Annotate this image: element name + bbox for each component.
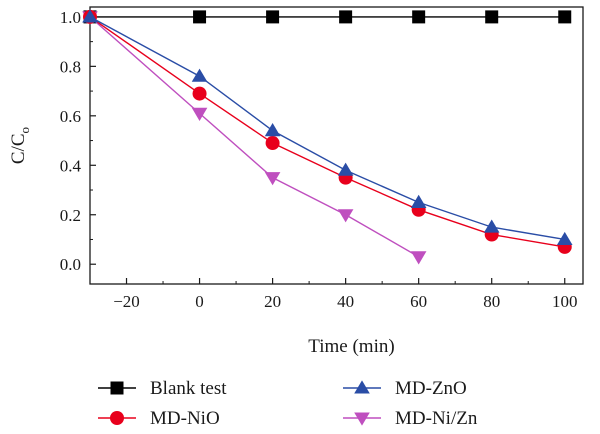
legend-marker — [110, 381, 124, 395]
x-tick-label: −20 — [113, 292, 140, 311]
data-point-blank-test — [485, 10, 499, 24]
y-tick-label: 0.6 — [60, 107, 81, 126]
legend-label: MD-ZnO — [395, 378, 467, 399]
y-axis-title: C/Co — [8, 127, 32, 164]
x-tick-label: 100 — [552, 292, 578, 311]
y-tick-label: 0.8 — [60, 57, 81, 76]
data-point-md-zno — [410, 194, 427, 208]
data-point-md-zno — [556, 231, 573, 246]
data-point-blank-test — [339, 10, 353, 24]
x-tick-label: 0 — [195, 292, 204, 311]
data-point-md-nio — [192, 86, 207, 101]
data-point-blank-test — [193, 10, 207, 24]
y-tick-label: 1.0 — [60, 8, 81, 27]
data-point-blank-test — [266, 10, 280, 24]
plot-frame — [89, 6, 584, 285]
legend-marker — [354, 380, 370, 394]
x-tick-label: 20 — [264, 292, 281, 311]
y-tick-label: 0.2 — [60, 206, 81, 225]
series-line-md-ni-zn — [89, 16, 420, 258]
data-point-blank-test — [558, 10, 572, 24]
data-point-md-zno — [483, 219, 500, 233]
legend-marker — [354, 412, 370, 426]
legend-label: Blank test — [150, 378, 227, 399]
data-point-md-ni-zn — [264, 172, 281, 186]
legend-item-md-nio: MD-NiO — [98, 408, 220, 429]
y-axis-title-main: C/C — [8, 133, 29, 164]
data-point-md-ni-zn — [410, 251, 427, 265]
plot-area: −20 0 20 40 60 80 100 0.0 0.2 0.4 0.6 0.8 1.0 — [60, 6, 584, 311]
y-tick-label: 0.4 — [60, 156, 82, 175]
data-point-md-nio — [265, 136, 280, 151]
legend-item-md-zno: MD-ZnO — [343, 378, 467, 399]
y-axis-title-subscript: o — [17, 127, 32, 134]
data-point-blank-test — [412, 10, 426, 24]
y-axis: 0.0 0.2 0.4 0.6 0.8 1.0 — [60, 8, 96, 274]
legend-label: MD-Ni/Zn — [395, 408, 478, 429]
data-point-md-zno — [82, 9, 98, 23]
data-point-md-zno — [191, 68, 208, 82]
legend-item-md-ni-zn: MD-Ni/Zn — [343, 408, 478, 429]
x-tick-label: 60 — [410, 292, 427, 311]
y-tick-label: 0.0 — [60, 255, 81, 274]
data-point-md-zno — [264, 123, 281, 137]
series-md-zno — [82, 9, 573, 246]
legend-marker — [110, 411, 124, 425]
x-axis: −20 0 20 40 60 80 100 — [113, 278, 577, 311]
x-axis-title: Time (min) — [308, 336, 394, 357]
data-point-md-zno — [337, 162, 354, 176]
legend-item-blank-test: Blank test — [98, 378, 227, 399]
series-md-ni-zn — [82, 11, 427, 265]
series-line-md-nio — [89, 16, 565, 248]
data-point-md-ni-zn — [337, 209, 354, 223]
data-point-md-ni-zn — [191, 107, 208, 122]
legend-label: MD-NiO — [150, 408, 220, 429]
legend: Blank test MD-NiO MD-ZnO MD-Ni/Zn — [98, 378, 478, 429]
x-tick-label: 80 — [483, 292, 500, 311]
series-blank-test — [83, 10, 572, 24]
series-layer — [82, 9, 573, 265]
series-md-nio — [83, 9, 572, 254]
x-tick-label: 40 — [337, 292, 354, 311]
